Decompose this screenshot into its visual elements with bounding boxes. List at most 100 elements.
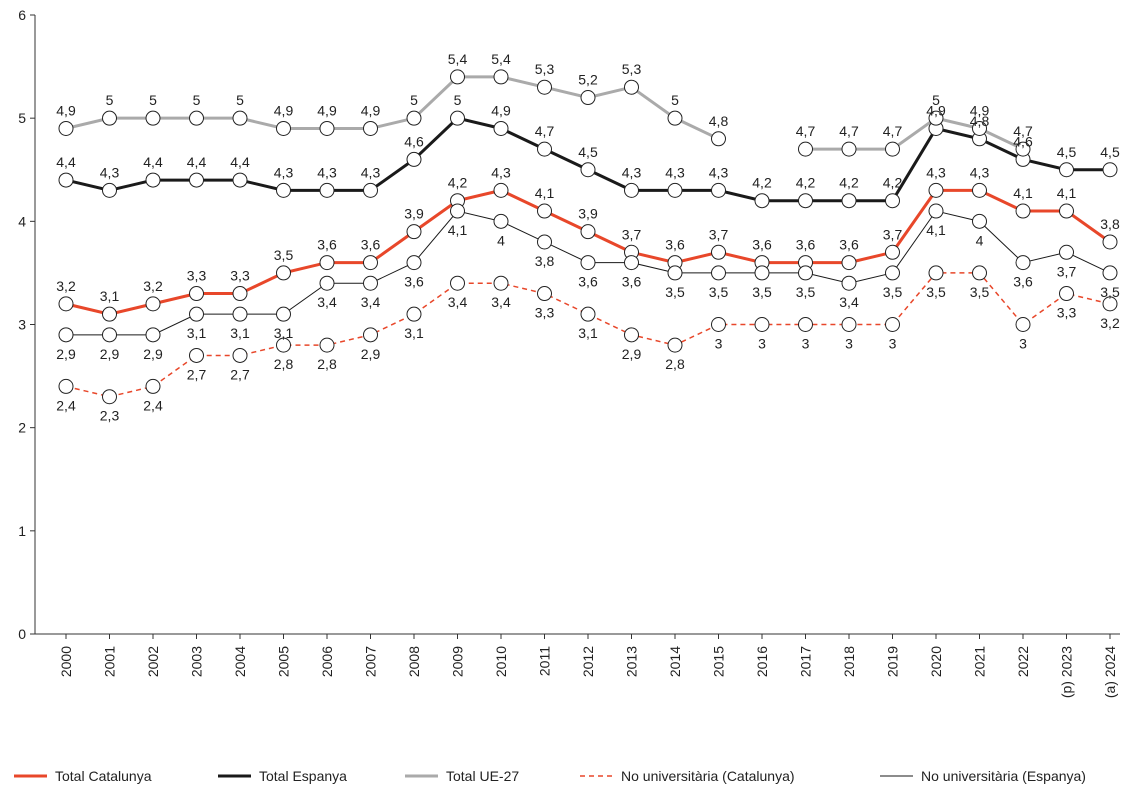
legend-item: No universitària (Catalunya) bbox=[580, 768, 795, 784]
value-label: 4,3 bbox=[622, 164, 642, 180]
value-label: 3,1 bbox=[404, 325, 424, 341]
value-label: 4,6 bbox=[404, 133, 424, 149]
marker bbox=[493, 275, 509, 291]
marker bbox=[102, 182, 117, 198]
marker bbox=[537, 203, 552, 219]
value-label: 3,6 bbox=[317, 237, 337, 253]
x-tick-label: 2008 bbox=[406, 646, 422, 677]
x-tick-label: 2000 bbox=[58, 646, 74, 677]
marker bbox=[1015, 317, 1031, 332]
value-label: 3,6 bbox=[1013, 274, 1033, 290]
marker bbox=[711, 131, 726, 147]
value-label: 4,3 bbox=[274, 164, 294, 180]
marker bbox=[58, 327, 74, 343]
value-label: 3,5 bbox=[1100, 284, 1120, 300]
marker bbox=[189, 110, 204, 126]
marker bbox=[493, 120, 509, 136]
value-label: 5 bbox=[193, 92, 201, 108]
marker bbox=[667, 182, 683, 198]
marker bbox=[363, 255, 378, 271]
marker bbox=[363, 120, 378, 136]
marker bbox=[58, 172, 74, 188]
x-tick-label: 2009 bbox=[450, 646, 466, 677]
value-label: 3,5 bbox=[926, 284, 946, 300]
value-label: 4,1 bbox=[926, 222, 946, 238]
value-label: 4,8 bbox=[970, 113, 990, 129]
value-label: 3,4 bbox=[491, 294, 511, 310]
value-label: 3,7 bbox=[883, 226, 903, 242]
value-label: 4,9 bbox=[491, 102, 511, 118]
marker bbox=[1015, 141, 1031, 157]
legend-item: No universitària (Espanya) bbox=[880, 768, 1086, 784]
value-label: 4,6 bbox=[1013, 133, 1033, 149]
value-label: 4,1 bbox=[535, 185, 555, 201]
marker bbox=[102, 327, 117, 343]
marker bbox=[928, 182, 944, 198]
marker bbox=[754, 193, 770, 209]
value-label: 3,3 bbox=[230, 268, 250, 284]
x-tick-label: 2016 bbox=[754, 646, 770, 677]
marker bbox=[928, 110, 944, 126]
marker bbox=[972, 265, 987, 281]
x-tick-label: 2022 bbox=[1015, 646, 1031, 677]
x-tick-label: 2007 bbox=[363, 646, 379, 677]
marker bbox=[841, 275, 857, 291]
value-label: 4,2 bbox=[839, 175, 859, 191]
marker bbox=[580, 224, 596, 240]
marker bbox=[363, 275, 378, 291]
marker bbox=[711, 265, 726, 281]
marker bbox=[537, 141, 552, 157]
value-label: 3,4 bbox=[839, 294, 859, 310]
marker bbox=[58, 296, 74, 312]
marker bbox=[450, 203, 465, 219]
value-label: 3,7 bbox=[709, 226, 729, 242]
value-label: 5 bbox=[236, 92, 244, 108]
value-label: 3,6 bbox=[665, 237, 685, 253]
value-label: 2,8 bbox=[317, 356, 337, 372]
marker bbox=[885, 141, 900, 157]
marker bbox=[624, 79, 639, 95]
marker bbox=[363, 327, 378, 343]
value-label: 3,6 bbox=[578, 274, 598, 290]
marker bbox=[58, 120, 74, 136]
value-label: 2,8 bbox=[665, 356, 685, 372]
value-label: 4,9 bbox=[361, 102, 381, 118]
marker bbox=[406, 306, 422, 322]
value-label: 3,6 bbox=[404, 274, 424, 290]
marker bbox=[1102, 162, 1118, 178]
value-label: 4,9 bbox=[970, 102, 990, 118]
value-label: 3,3 bbox=[535, 305, 555, 321]
value-label: 4,7 bbox=[839, 123, 859, 139]
marker bbox=[1059, 162, 1074, 178]
marker bbox=[580, 162, 596, 178]
value-label: 3,5 bbox=[709, 284, 729, 300]
marker bbox=[711, 244, 726, 260]
marker bbox=[580, 306, 596, 322]
marker bbox=[885, 193, 900, 209]
value-label: 4,5 bbox=[1057, 144, 1077, 160]
value-label: 3,5 bbox=[796, 284, 816, 300]
value-label: 4,3 bbox=[665, 164, 685, 180]
marker bbox=[537, 234, 552, 250]
marker bbox=[493, 69, 509, 85]
value-label: 3,8 bbox=[535, 253, 555, 269]
marker bbox=[885, 317, 900, 332]
marker bbox=[1102, 234, 1118, 250]
marker bbox=[232, 306, 248, 322]
value-label: 4,5 bbox=[578, 144, 598, 160]
value-label: 4,4 bbox=[187, 154, 207, 170]
marker bbox=[841, 255, 857, 271]
value-label: 4,7 bbox=[535, 123, 555, 139]
marker bbox=[102, 306, 117, 322]
legend-item: Total Espanya bbox=[218, 768, 347, 784]
marker bbox=[450, 275, 465, 291]
x-tick-label: 2015 bbox=[711, 646, 727, 677]
marker bbox=[145, 296, 161, 312]
value-label: 3,6 bbox=[622, 274, 642, 290]
value-label: 3 bbox=[802, 336, 810, 352]
value-label: 3,1 bbox=[578, 325, 598, 341]
marker bbox=[145, 172, 161, 188]
value-label: 4 bbox=[976, 232, 984, 248]
marker bbox=[972, 120, 987, 136]
